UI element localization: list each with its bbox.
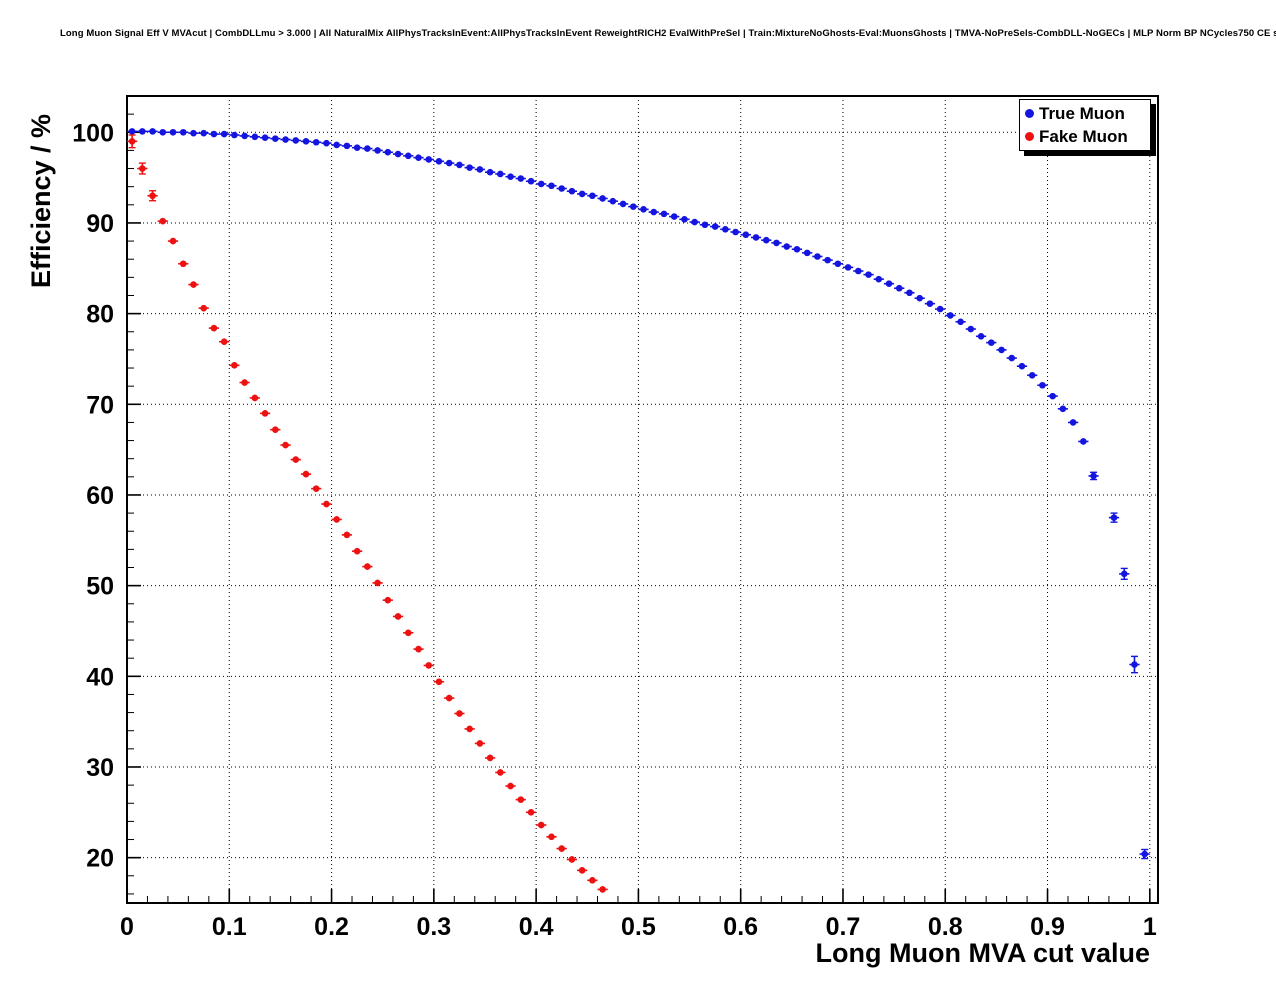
svg-text:50: 50 xyxy=(86,573,114,601)
svg-text:60: 60 xyxy=(86,482,114,510)
svg-text:0.8: 0.8 xyxy=(928,913,963,941)
legend-item-true-muon: True Muon xyxy=(1020,102,1150,125)
svg-text:0.2: 0.2 xyxy=(314,913,349,941)
svg-text:0.5: 0.5 xyxy=(621,913,656,941)
plot-title: Long Muon Signal Eff V MVAcut | CombDLLm… xyxy=(60,28,1276,39)
svg-text:20: 20 xyxy=(86,845,114,873)
svg-text:0.6: 0.6 xyxy=(723,913,758,941)
true-muon-marker-icon xyxy=(1025,109,1034,118)
svg-text:0.9: 0.9 xyxy=(1030,913,1065,941)
y-axis-title: Efficiency / % xyxy=(26,113,56,288)
svg-text:40: 40 xyxy=(86,663,114,691)
svg-text:100: 100 xyxy=(72,119,114,147)
legend-item-fake-muon: Fake Muon xyxy=(1020,125,1150,148)
svg-text:0.4: 0.4 xyxy=(519,913,554,941)
legend-label-fake-muon: Fake Muon xyxy=(1039,126,1128,146)
fake-muon-marker-icon xyxy=(1025,132,1034,141)
svg-text:0.1: 0.1 xyxy=(212,913,247,941)
svg-text:0.7: 0.7 xyxy=(826,913,861,941)
legend-label-true-muon: True Muon xyxy=(1039,103,1125,123)
x-axis-title: Long Muon MVA cut value xyxy=(815,938,1150,968)
svg-text:90: 90 xyxy=(86,210,114,238)
svg-text:80: 80 xyxy=(86,301,114,329)
svg-text:70: 70 xyxy=(86,391,114,419)
svg-text:0: 0 xyxy=(120,913,134,941)
svg-text:0.3: 0.3 xyxy=(416,913,451,941)
legend-box: True Muon Fake Muon xyxy=(1019,99,1151,151)
svg-text:30: 30 xyxy=(86,754,114,782)
svg-text:1: 1 xyxy=(1143,913,1157,941)
